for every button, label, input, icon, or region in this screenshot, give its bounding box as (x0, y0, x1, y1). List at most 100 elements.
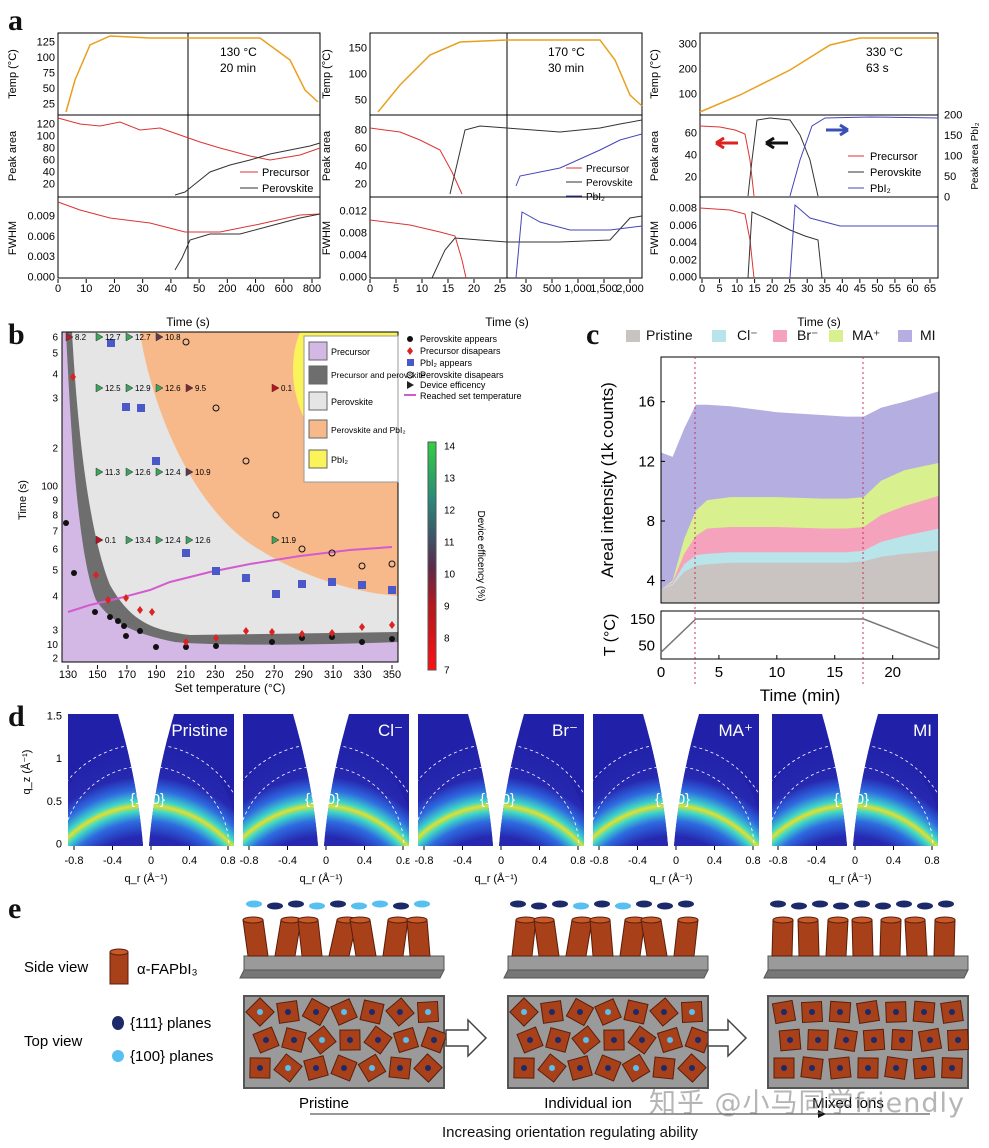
c-ylabel: Areal intensity (1k counts) (598, 382, 617, 578)
a3-x-ticks-label: 25 (784, 283, 796, 295)
e-plane-dot (372, 900, 388, 908)
b-y-tick-label: 5 (52, 349, 58, 360)
e-plane-dot (678, 900, 694, 908)
a3-area-ticks-label: 20 (685, 172, 697, 184)
b-cbar-ticks-label: 14 (444, 442, 456, 453)
b-mlegend-5: Reached set temperature (420, 391, 522, 401)
b-precursor-disappears-marker (389, 621, 395, 629)
a3-x-ticks-label: 50 (871, 283, 883, 295)
d-y-ticks-label: 0 (56, 839, 62, 851)
b-pbi2-appears-marker (212, 567, 220, 575)
b-legend-pbi2: PbI₂ (331, 455, 349, 465)
b-y-tick-label: 10 (47, 640, 59, 651)
e-plane-dot (531, 902, 547, 910)
a2-fwhm-pbi2 (515, 211, 643, 279)
e-plane-dot (393, 902, 409, 910)
e-stage-1: Individual ion (503, 900, 712, 1112)
a3-fwhm-ticks-label: 0.006 (669, 220, 697, 232)
e-plane-dot (791, 902, 807, 910)
c-area-Pristine (661, 550, 939, 603)
b-colorbar (427, 441, 437, 671)
b-reached-temp-line (67, 546, 393, 613)
b-mlegend-2: PbI₂ appears (420, 358, 473, 368)
a2-fwhm-precursor (369, 219, 467, 279)
a3-temp-ticks-label: 200 (679, 64, 697, 76)
d-plane-label: {100} (834, 791, 869, 808)
b-perovskite-appears-marker (71, 570, 77, 576)
e-top-crystal (917, 1027, 943, 1053)
b-x-ticks-label: 330 (353, 669, 371, 681)
e-top-crystal (420, 1026, 448, 1054)
c-x-ticks: 0 5 10 15 20 (657, 655, 901, 681)
d-ring (243, 736, 409, 846)
e-top-crystal (912, 1000, 936, 1024)
b-precursor-disappears-marker (137, 606, 143, 614)
e-crystal-column (382, 919, 409, 957)
e-plane-dot (573, 902, 589, 910)
a3-ylabel-pbi2: Peak area PbI₂ (970, 122, 981, 189)
e-plane-dot (330, 900, 346, 908)
e-crystal-column (797, 919, 820, 957)
d-plane-label: {100} (480, 791, 515, 808)
b-legend-precursor-perovskite: Precursor and perovskite (331, 370, 426, 380)
e-plane-dot (552, 900, 568, 908)
a2-x-ticks-label: 1,000 (564, 283, 592, 295)
d-map-title: MA⁺ (719, 721, 753, 740)
e-plane-dot (917, 902, 933, 910)
e-top-crystal (940, 1000, 964, 1024)
d-xlabel: q_r (Å⁻¹) (474, 872, 517, 885)
b-cbar-ticks-label: 11 (444, 538, 455, 549)
d-maps: Pristine{100}-0.8 -0.4 0 0.4 0.8q_r (Å⁻¹)Cl⁻… (65, 714, 940, 885)
a2-x-ticks-label: 500 (543, 283, 561, 295)
a2-temp-ticks: 150 100 50 (349, 43, 367, 107)
e-top-crystal (509, 997, 539, 1027)
a3-x-ticks-label: 60 (906, 283, 918, 295)
e-top-crystal (603, 1029, 625, 1051)
a3-fwhm-pbi2 (789, 203, 938, 279)
panel-a-subplot-2: Precursor Perovskite PbI₂ 170 °C 30 min … (321, 32, 644, 329)
panel-letter-b: b (8, 318, 25, 351)
b-y-tick-label: 4 (52, 370, 58, 381)
d-x-tick-label: 0 (673, 855, 679, 867)
c-legend-ma: MA⁺ (852, 327, 881, 343)
a2-x-ticks-label: 2,000 (616, 283, 644, 295)
a2-legend-precursor: Precursor (586, 164, 630, 175)
a2-x-ticks-label: 15 (442, 283, 454, 295)
e-crystal-column (825, 919, 849, 957)
panel-a-subplot-1: Precursor Perovskite 130 °C 20 min 125 10… (7, 32, 321, 329)
d-ring (772, 736, 938, 846)
e-crystal-column (589, 919, 614, 957)
a2-x-ticks-label: 30 (520, 283, 532, 295)
a1-cond-time: 20 min (220, 61, 256, 75)
c-xlabel: Time (min) (760, 686, 841, 705)
c-legend-mi: MI (920, 327, 936, 343)
b-mlegend-1: Precursor disapears (420, 346, 501, 356)
b-precursor-disappears-marker (93, 571, 99, 579)
a3-right-ticks-label: 150 (944, 130, 962, 142)
a3-temp-line (699, 37, 938, 113)
panel-letter-e: e (8, 892, 22, 925)
b-precursor-disappears-marker (213, 634, 219, 642)
e-crystal-column (851, 919, 874, 957)
e-top-crystal (276, 1000, 300, 1024)
b-efficiency-markers: 8.2 12.7 12.7 10.8 12.5 12.9 12.6 9.5 0.1 11.3 12.… (65, 332, 297, 545)
e-top-crystal (245, 997, 275, 1027)
a1-legend-perovskite: Perovskite (262, 183, 313, 195)
b-pbi2-appears-marker (328, 578, 336, 586)
b-efficiency-value: 12.5 (105, 384, 121, 393)
c-temp-tick-label: 150 (630, 611, 655, 628)
b-efficiency-marker (155, 383, 164, 393)
b-markers (63, 338, 396, 650)
e-top-crystal (771, 999, 797, 1025)
d-x-tick-label: 0 (148, 855, 154, 867)
e-plane-dot (833, 902, 849, 910)
e-top-crystal (537, 1053, 567, 1083)
e-top-crystal (413, 1053, 443, 1083)
a3-area-ticks: 60 40 20 (685, 128, 697, 184)
e-top-crystal (649, 997, 679, 1027)
d-x-tick-label: 0 (498, 855, 504, 867)
a1-fwhm-ticks: 0.009 0.006 0.003 0.000 (27, 211, 55, 284)
b-y-tick-label: 2 (52, 444, 58, 455)
a1-x-ticks-label: 400 (246, 283, 264, 295)
a3-fwhm-perovskite (747, 211, 823, 279)
